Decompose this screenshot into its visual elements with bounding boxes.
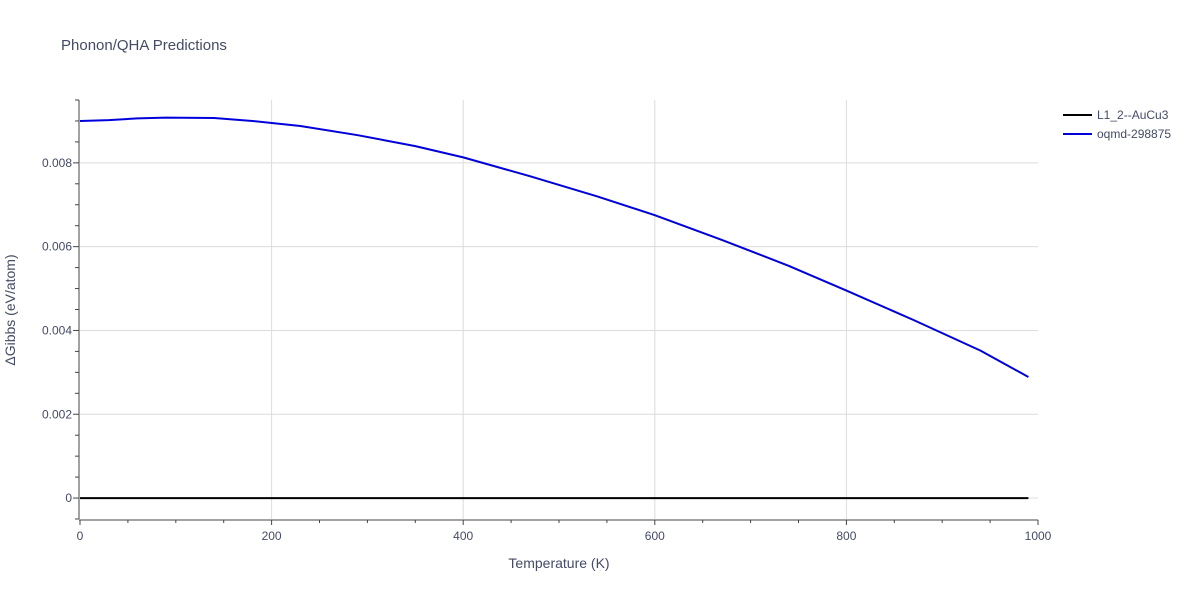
- series-line-oqmd-298875: [79, 116, 1029, 378]
- x-tick-label: 1000: [1025, 529, 1052, 543]
- y-tick-label: 0.006: [42, 240, 72, 254]
- x-axis-title: Temperature (K): [508, 555, 609, 571]
- y-tick-label: 0.008: [42, 156, 72, 170]
- legend-label: oqmd-298875: [1097, 127, 1171, 141]
- chart-title: Phonon/QHA Predictions: [61, 37, 227, 54]
- grid: [80, 100, 1038, 519]
- plot-area: [79, 116, 1029, 500]
- x-tick-label: 800: [836, 529, 856, 543]
- x-tick-label: 400: [453, 529, 473, 543]
- legend: L1_2--AuCu3 oqmd-298875: [1063, 108, 1171, 141]
- x-tick-label: 600: [645, 529, 665, 543]
- y-axis-title: ΔGibbs (eV/atom): [2, 254, 18, 365]
- axes: 0 200 400 600 800 1000 0 0.002 0.004 0.006 0.008: [42, 99, 1052, 543]
- y-tick-label: 0: [65, 491, 72, 505]
- y-tick-label: 0.004: [42, 323, 72, 337]
- x-tick-label: 200: [262, 529, 282, 543]
- x-tick-label: 0: [77, 529, 84, 543]
- legend-label: L1_2--AuCu3: [1097, 108, 1169, 122]
- y-tick-label: 0.002: [42, 407, 72, 421]
